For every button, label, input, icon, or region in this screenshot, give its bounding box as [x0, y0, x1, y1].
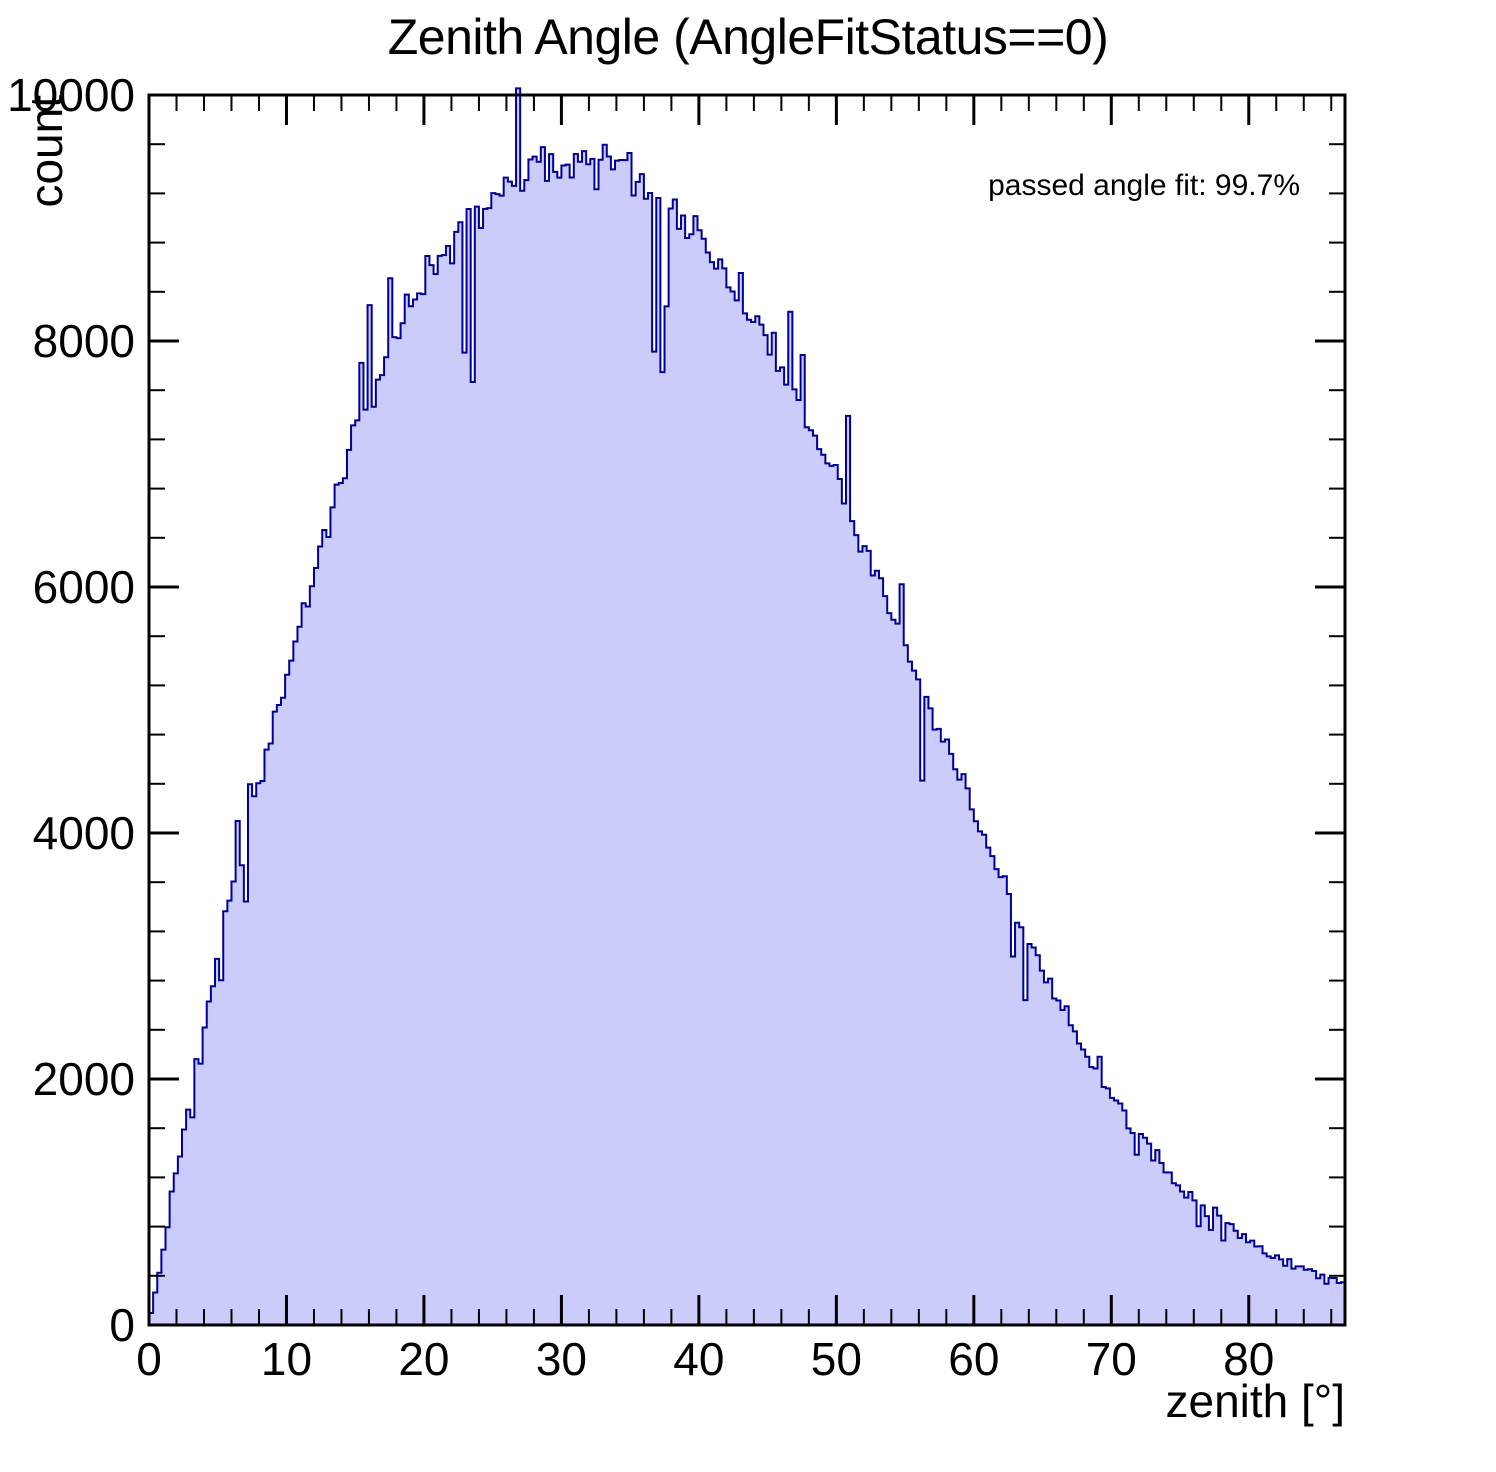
x-tick-label: 60: [948, 1333, 999, 1385]
frame-rect: [147, 93, 1347, 1327]
x-tick-label: 40: [673, 1333, 724, 1385]
y-tick-label: 0: [109, 1299, 135, 1351]
y-tick-label: 2000: [33, 1053, 135, 1105]
y-tick-label: 10000: [7, 69, 135, 121]
y-tick-label: 6000: [33, 561, 135, 613]
y-axis-title: count: [20, 95, 72, 208]
x-tick-label: 80: [1223, 1333, 1274, 1385]
x-tick-label: 20: [398, 1333, 449, 1385]
y-tick-label: 4000: [33, 807, 135, 859]
x-tick-label: 10: [261, 1333, 312, 1385]
y-axis-ticks: [149, 93, 1345, 1327]
y-tick-label: 8000: [33, 315, 135, 367]
x-axis-title: zenith [°]: [1166, 1375, 1346, 1427]
page-title: Zenith Angle (AngleFitStatus==0): [387, 9, 1109, 65]
histogram-fill-area: [149, 88, 1345, 1325]
histogram-outline: [148, 87, 1346, 1325]
plot-frame: [147, 93, 1347, 1327]
x-tick-label: 30: [536, 1333, 587, 1385]
passed-angle-fit-annotation: passed angle fit: 99.7%: [988, 169, 1300, 202]
x-tick-label: 70: [1086, 1333, 1137, 1385]
histogram-series: [148, 87, 1346, 1325]
y-axis-tick-labels: 0 2000 4000 6000 8000 10000: [7, 69, 135, 1351]
x-tick-label: 0: [136, 1333, 162, 1385]
x-tick-label: 50: [811, 1333, 862, 1385]
x-axis-tick-labels: 0 10 20 30 40 50 60 70 80: [136, 1333, 1274, 1385]
x-axis-ticks: [147, 95, 1333, 1325]
